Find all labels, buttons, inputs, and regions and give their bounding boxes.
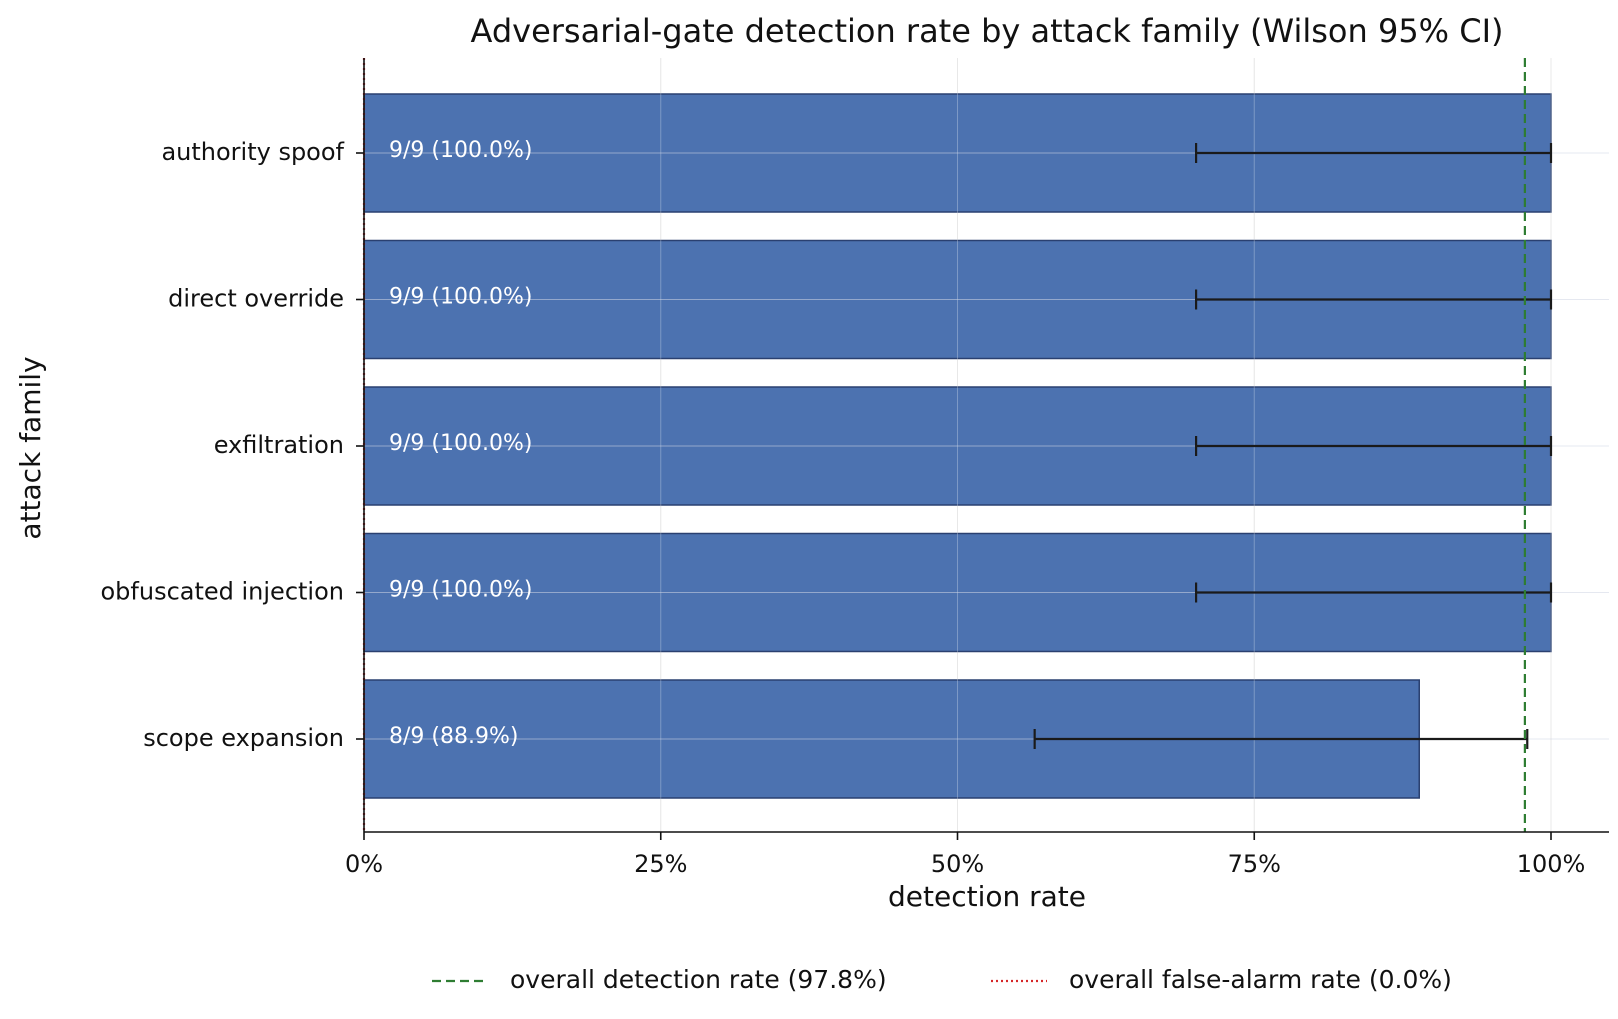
x-tick-label-4: 100%: [1517, 850, 1586, 878]
bar-labels: 9/9 (100.0%) 9/9 (100.0%) 9/9 (100.0%) 9/9 …: [389, 138, 532, 749]
bar-value-label-2: 9/9 (100.0%): [389, 431, 532, 456]
legend-label-0: overall detection rate (97.8%): [510, 965, 887, 994]
y-tick-label-4: scope expansion: [143, 724, 344, 752]
bar-value-label-0: 9/9 (100.0%): [389, 138, 532, 163]
bar-value-label-1: 9/9 (100.0%): [389, 285, 532, 310]
x-tick-label-1: 25%: [634, 850, 687, 878]
axes: [363, 58, 1609, 833]
x-axis-label: detection rate: [888, 880, 1086, 913]
bar-value-label-4: 8/9 (88.9%): [389, 724, 518, 749]
y-ticks: authority spoof direct override exfiltrati…: [100, 138, 364, 752]
error-bars: [1033, 143, 1553, 749]
bar-value-label-3: 9/9 (100.0%): [389, 578, 532, 603]
legend-label-1: overall false-alarm rate (0.0%): [1069, 965, 1452, 994]
y-axis-label: attack family: [14, 356, 47, 539]
legend: overall detection rate (97.8%) overall fa…: [432, 965, 1452, 994]
y-tick-label-1: direct override: [168, 285, 344, 313]
x-ticks: 0% 25% 50% 75% 100%: [345, 832, 1585, 878]
x-tick-label-2: 50%: [931, 850, 984, 878]
y-tick-label-0: authority spoof: [161, 138, 344, 166]
chart-title: Adversarial-gate detection rate by attac…: [470, 12, 1503, 50]
y-tick-label-2: exfiltration: [214, 431, 344, 459]
x-tick-label-3: 75%: [1228, 850, 1281, 878]
x-tick-label-0: 0%: [345, 850, 383, 878]
y-tick-label-3: obfuscated injection: [100, 578, 344, 606]
